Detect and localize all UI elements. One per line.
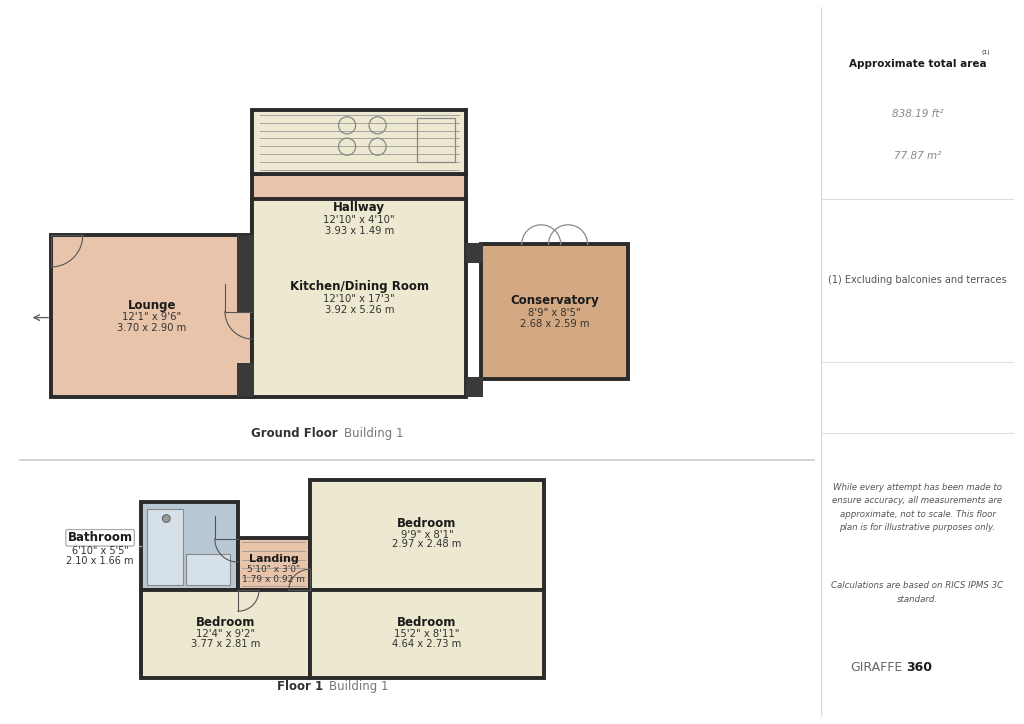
Bar [309, 590, 544, 678]
Text: 12'4" x 9'2": 12'4" x 9'2" [196, 629, 255, 639]
Text: 12'1" x 9'6": 12'1" x 9'6" [122, 312, 181, 322]
Text: Bedroom: Bedroom [196, 616, 255, 629]
Text: Floor 1: Floor 1 [278, 680, 324, 693]
Text: Bedroom: Bedroom [397, 517, 457, 530]
Text: Ground Floor: Ground Floor [251, 426, 338, 439]
Bar [466, 377, 483, 397]
Bar [147, 508, 183, 585]
Text: Bedroom: Bedroom [397, 616, 457, 629]
Text: 12'10" x 4'10": 12'10" x 4'10" [324, 215, 395, 225]
Text: 8'9" x 8'5": 8'9" x 8'5" [528, 308, 581, 318]
Text: Conservatory: Conservatory [510, 294, 599, 307]
Text: 2.97 x 2.48 m: 2.97 x 2.48 m [392, 539, 462, 550]
Bar [238, 235, 254, 311]
Text: 2.68 x 2.59 m: 2.68 x 2.59 m [520, 319, 590, 329]
Text: 1.79 x 0.92 m: 1.79 x 0.92 m [243, 575, 305, 584]
Text: Bathroom: Bathroom [68, 531, 132, 544]
Text: 9'9" x 8'1": 9'9" x 8'1" [400, 529, 454, 539]
Text: Calculations are based on RICS IPMS 3C
standard.: Calculations are based on RICS IPMS 3C s… [831, 581, 1004, 604]
Bar [141, 502, 238, 590]
Text: Building 1: Building 1 [329, 680, 388, 693]
Bar [466, 243, 483, 263]
Bar [253, 198, 466, 397]
Text: 6'10" x 5'5": 6'10" x 5'5" [72, 545, 129, 555]
Bar [185, 555, 229, 585]
Text: 12'10" x 17'3": 12'10" x 17'3" [324, 294, 395, 304]
Bar [238, 363, 254, 397]
Bar [141, 590, 309, 678]
Bar [309, 480, 544, 590]
Text: 3.92 x 5.26 m: 3.92 x 5.26 m [325, 305, 394, 315]
Bar [481, 245, 628, 379]
Text: GIRAFFE: GIRAFFE [850, 660, 902, 673]
Text: Approximate total area: Approximate total area [849, 59, 986, 69]
Bar [253, 110, 466, 174]
Text: 3.77 x 2.81 m: 3.77 x 2.81 m [190, 639, 260, 649]
Bar [253, 174, 466, 260]
Bar [238, 538, 309, 590]
Text: 2.10 x 1.66 m: 2.10 x 1.66 m [67, 556, 134, 566]
Text: 5'10" x 3'0": 5'10" x 3'0" [248, 565, 300, 574]
Text: Kitchen/Dining Room: Kitchen/Dining Room [290, 280, 429, 293]
Text: 838.19 ft²: 838.19 ft² [892, 109, 943, 119]
Text: 77.87 m²: 77.87 m² [894, 151, 941, 161]
Text: Lounge: Lounge [127, 298, 176, 311]
Text: Landing: Landing [249, 554, 299, 563]
Text: 360: 360 [906, 660, 932, 673]
Text: (1): (1) [981, 51, 989, 56]
Text: 4.64 x 2.73 m: 4.64 x 2.73 m [392, 639, 462, 649]
Text: (1) Excluding balconies and terraces: (1) Excluding balconies and terraces [828, 275, 1007, 285]
Bar [418, 118, 455, 162]
Text: Building 1: Building 1 [344, 426, 403, 439]
Text: 15'2" x 8'11": 15'2" x 8'11" [394, 629, 460, 639]
Bar [51, 235, 253, 397]
Text: While every attempt has been made to
ensure accuracy, all measurements are
appro: While every attempt has been made to ens… [833, 483, 1002, 531]
Text: Hallway: Hallway [333, 201, 385, 214]
Circle shape [163, 515, 170, 523]
Text: 3.70 x 2.90 m: 3.70 x 2.90 m [117, 324, 186, 333]
Text: 3.93 x 1.49 m: 3.93 x 1.49 m [325, 226, 394, 236]
